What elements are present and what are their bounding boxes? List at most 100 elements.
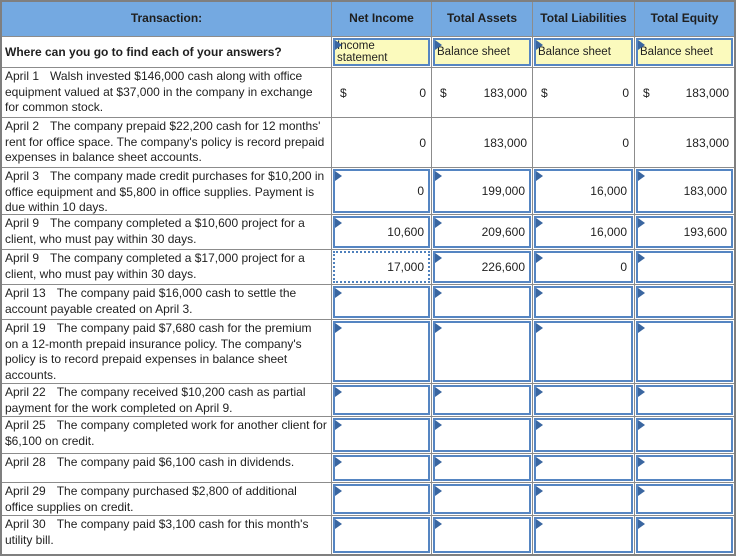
- answer-input-total-equity[interactable]: 193,600: [636, 216, 733, 248]
- answer-input-net-income[interactable]: [333, 321, 430, 382]
- cell-value: 16,000: [590, 225, 627, 239]
- cell-total-assets: [432, 516, 533, 554]
- cell-marker-icon: [638, 323, 645, 333]
- cell-total-liabilities: $0: [533, 68, 635, 117]
- currency-symbol: $: [541, 85, 548, 100]
- cell-marker-icon: [335, 486, 342, 496]
- cell-net-income: 0: [332, 168, 432, 214]
- source-cell-total-liabilities: Balance sheet: [533, 37, 635, 67]
- cell-marker-icon: [435, 253, 442, 263]
- cell-total-equity: [635, 516, 734, 554]
- cell-total-assets: 209,600: [432, 215, 533, 249]
- cell-marker-icon: [335, 40, 342, 50]
- cell-marker-icon: [335, 519, 342, 529]
- table-row: April 9 The company completed a $17,000 p…: [2, 250, 734, 285]
- answer-input-total-equity[interactable]: [636, 455, 733, 481]
- answer-input-net-income[interactable]: [333, 418, 430, 452]
- cell-marker-icon: [435, 519, 442, 529]
- cell-total-equity: [635, 417, 734, 453]
- answer-input-total-assets[interactable]: 226,600: [433, 251, 531, 283]
- answer-input-total-equity[interactable]: [636, 517, 733, 553]
- transaction-description: April 3 The company made credit purchases…: [2, 168, 332, 214]
- given-value-total-equity: 183,000: [635, 118, 734, 167]
- answer-input-net-income[interactable]: 10,600: [333, 216, 430, 248]
- answer-input-total-assets[interactable]: [433, 517, 531, 553]
- answer-input-total-equity[interactable]: [636, 251, 733, 283]
- cell-marker-icon: [435, 387, 442, 397]
- cell-marker-icon: [638, 253, 645, 263]
- cell-total-assets: [432, 417, 533, 453]
- source-input-total-equity[interactable]: Balance sheet: [636, 38, 733, 66]
- transaction-date: April 30: [5, 517, 46, 531]
- cell-marker-icon: [435, 218, 442, 228]
- answer-input-total-liabilities[interactable]: [534, 321, 633, 382]
- answer-input-total-liabilities[interactable]: 16,000: [534, 169, 633, 213]
- answer-input-total-equity[interactable]: [636, 385, 733, 415]
- answer-input-total-liabilities[interactable]: [534, 418, 633, 452]
- currency-symbol: $: [440, 85, 447, 100]
- cell-total-liabilities: 0: [533, 250, 635, 284]
- answer-input-total-assets[interactable]: 199,000: [433, 169, 531, 213]
- transaction-description: April 29 The company purchased $2,800 of …: [2, 483, 332, 515]
- answer-input-net-income[interactable]: [333, 484, 430, 514]
- answer-input-net-income[interactable]: [333, 385, 430, 415]
- column-header-transaction: Transaction:: [2, 2, 332, 36]
- answer-input-net-income[interactable]: [333, 286, 430, 318]
- cell-marker-icon: [335, 171, 342, 181]
- cell-marker-icon: [536, 288, 543, 298]
- cell-marker-icon: [638, 288, 645, 298]
- answer-input-total-assets[interactable]: [433, 484, 531, 514]
- answer-input-total-liabilities[interactable]: [534, 455, 633, 481]
- source-input-total-assets[interactable]: Balance sheet: [433, 38, 531, 66]
- selected-answer-input-net-income[interactable]: 17,000: [333, 251, 430, 283]
- table-row: April 9 The company completed a $10,600 p…: [2, 215, 734, 250]
- cell-total-equity: [635, 285, 734, 319]
- source-input-net-income[interactable]: Income statement: [333, 38, 430, 66]
- column-header-net-income: Net Income: [332, 2, 432, 36]
- cell-value: 183,000: [483, 135, 527, 150]
- cell-net-income: [332, 454, 432, 482]
- answer-input-total-assets[interactable]: 209,600: [433, 216, 531, 248]
- cell-marker-icon: [335, 387, 342, 397]
- answer-input-total-assets[interactable]: [433, 286, 531, 318]
- cell-value: 10,600: [387, 225, 424, 239]
- source-cell-net-income: Income statement: [332, 37, 432, 67]
- answer-input-total-assets[interactable]: [433, 385, 531, 415]
- cell-total-assets: [432, 285, 533, 319]
- cell-total-assets: [432, 454, 533, 482]
- answer-input-total-liabilities[interactable]: 0: [534, 251, 633, 283]
- transaction-description: April 2 The company prepaid $22,200 cash …: [2, 118, 332, 167]
- cell-marker-icon: [335, 288, 342, 298]
- cell-marker-icon: [435, 457, 442, 467]
- answer-input-total-equity[interactable]: [636, 321, 733, 382]
- answer-input-total-liabilities[interactable]: [534, 517, 633, 553]
- currency-symbol: $: [643, 85, 650, 100]
- answer-input-total-assets[interactable]: [433, 321, 531, 382]
- given-value-total-liabilities: 0: [533, 118, 634, 167]
- answer-input-total-assets[interactable]: [433, 418, 531, 452]
- column-header-total-assets: Total Assets: [432, 2, 533, 36]
- answer-input-total-equity[interactable]: [636, 484, 733, 514]
- cell-net-income: 0: [332, 118, 432, 167]
- answer-input-total-assets[interactable]: [433, 455, 531, 481]
- table-row: April 30 The company paid $3,100 cash for…: [2, 516, 734, 554]
- answer-input-total-equity[interactable]: 183,000: [636, 169, 733, 213]
- given-value-total-assets: 183,000: [432, 118, 532, 167]
- answer-input-net-income[interactable]: [333, 517, 430, 553]
- answer-input-total-liabilities[interactable]: [534, 385, 633, 415]
- answer-input-total-equity[interactable]: [636, 418, 733, 452]
- cell-total-equity: $183,000: [635, 68, 734, 117]
- cell-total-liabilities: 16,000: [533, 168, 635, 214]
- answer-input-total-liabilities[interactable]: 16,000: [534, 216, 633, 248]
- transaction-text: The company received $10,200 cash as par…: [5, 385, 306, 415]
- transaction-date: April 9: [5, 216, 40, 230]
- answer-input-total-liabilities[interactable]: [534, 484, 633, 514]
- table-row: April 2 The company prepaid $22,200 cash …: [2, 118, 734, 168]
- cell-total-assets: 226,600: [432, 250, 533, 284]
- answer-input-total-liabilities[interactable]: [534, 286, 633, 318]
- answer-input-net-income[interactable]: [333, 455, 430, 481]
- table-row: April 25 The company completed work for a…: [2, 417, 734, 454]
- source-input-total-liabilities[interactable]: Balance sheet: [534, 38, 633, 66]
- answer-input-total-equity[interactable]: [636, 286, 733, 318]
- answer-input-net-income[interactable]: 0: [333, 169, 430, 213]
